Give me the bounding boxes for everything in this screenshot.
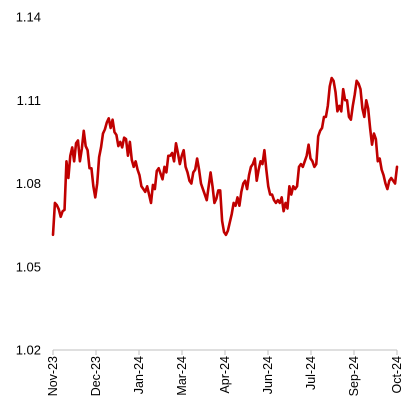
- x-tick-label: Jun-24: [261, 356, 275, 394]
- x-tick-label: Sep-24: [347, 356, 361, 396]
- x-tick-label: Dec-23: [89, 356, 103, 396]
- y-tick-label: 1.11: [17, 93, 41, 108]
- x-tick-label: Apr-24: [218, 356, 232, 394]
- series-layer: [51, 76, 399, 237]
- x-tick-label: Nov-23: [46, 356, 60, 396]
- y-tick-label: 1.02: [16, 343, 41, 358]
- x-axis: Nov-23 Dec-23 Jan-24 Mar-24 Apr-24 Jun-24 Jul-…: [46, 349, 404, 396]
- x-tick-label: Jul-24: [304, 356, 318, 390]
- y-tick-label: 1.14: [16, 10, 41, 25]
- y-tick-label: 1.05: [16, 259, 41, 274]
- y-tick-label: 1.08: [16, 176, 41, 191]
- series-line: [51, 76, 399, 237]
- x-tick-label: Oct-24: [390, 356, 404, 394]
- x-tick-label: Jan-24: [132, 356, 146, 394]
- x-tick-label: Mar-24: [175, 356, 189, 396]
- y-axis: 1.14 1.11 1.08 1.05 1.02: [16, 10, 41, 358]
